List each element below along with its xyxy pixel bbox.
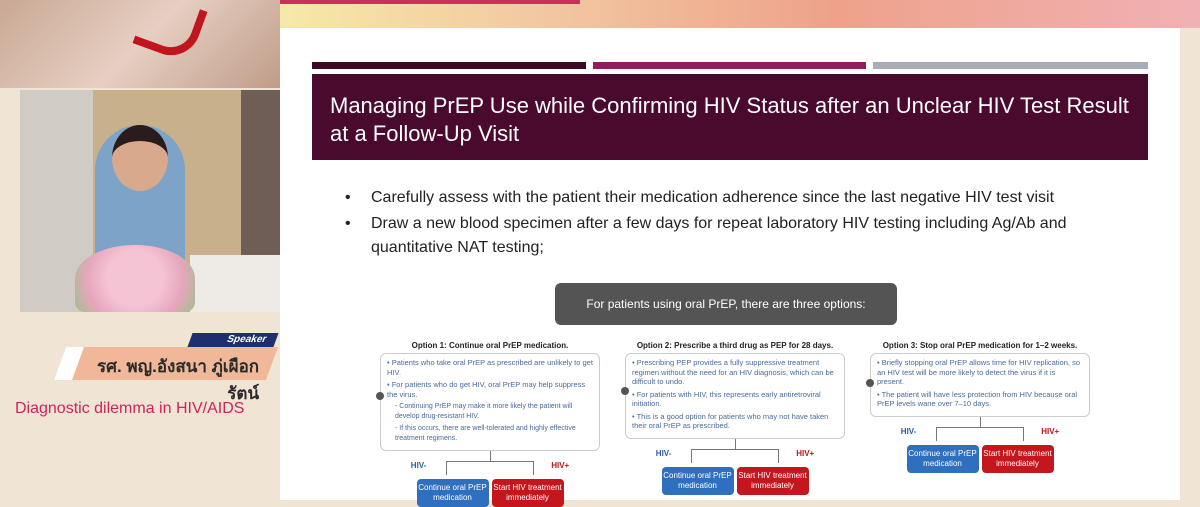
option-title: Option 1: Continue oral PrEP medication. xyxy=(411,341,569,350)
podium xyxy=(190,255,280,312)
speaker-name: รศ. พญ.อังสนา ภู่เผือกรัตน์ xyxy=(97,357,260,403)
hiv-negative-label: HIV- xyxy=(655,448,672,458)
slide-title: Managing PrEP Use while Confirming HIV S… xyxy=(312,74,1148,160)
option-point: • Briefly stopping oral PrEP allows time… xyxy=(877,358,1080,386)
option-point: • This is a good option for patients who… xyxy=(632,411,829,431)
option-card: • Briefly stopping oral PrEP allows time… xyxy=(866,353,1090,417)
hiv-positive-label: HIV+ xyxy=(551,461,570,470)
option-point: • Prescribing PEP provides a fully suppr… xyxy=(632,358,834,386)
option-title: Option 3: Stop oral PrEP medication for … xyxy=(882,341,1078,350)
hiv-negative-label: HIV- xyxy=(410,461,427,470)
option-subpoint: - Continuing PrEP may make it more likel… xyxy=(395,403,573,420)
option-2: Option 2: Prescribe a third drug as PEP … xyxy=(621,341,845,495)
speaker-head xyxy=(112,125,168,191)
option-card: • Patients who take oral PrEP as prescri… xyxy=(376,353,600,451)
speaker-tag: Speaker xyxy=(187,333,279,347)
option-card: • Prescribing PEP provides a fully suppr… xyxy=(621,353,845,439)
hiv-positive-label: HIV+ xyxy=(1041,426,1060,436)
option-point: • Patients who take oral PrEP as prescri… xyxy=(387,358,593,377)
option-3: Option 3: Stop oral PrEP medication for … xyxy=(866,341,1090,473)
continue-prep-box: Continue oral PrEP medication xyxy=(906,444,979,473)
color-bar-gray xyxy=(873,62,1148,69)
bullet-item: Carefully assess with the patient their … xyxy=(345,186,1145,210)
flowers xyxy=(75,245,195,312)
option-point: • For patients with HIV, this represents… xyxy=(632,389,821,409)
color-bar-dark xyxy=(312,62,586,69)
option-point: • For patients who do get HIV, oral PrEP… xyxy=(387,380,586,399)
options-intro: For patients using oral PrEP, there are … xyxy=(555,283,897,325)
background-banner xyxy=(280,0,1200,28)
start-treatment-box: Start HIV treatment immediately xyxy=(736,466,809,495)
bullet-item: Draw a new blood specimen after a few da… xyxy=(345,212,1145,260)
hiv-negative-label: HIV- xyxy=(900,426,917,436)
option-point: • The patient will have less protection … xyxy=(877,389,1078,409)
option-title: Option 2: Prescribe a third drug as PEP … xyxy=(636,341,834,350)
talk-topic: Diagnostic dilemma in HIV/AIDS xyxy=(15,400,245,417)
hiv-positive-label: HIV+ xyxy=(796,448,815,458)
continue-prep-box: Continue oral PrEP medication xyxy=(661,466,734,495)
continue-prep-box: Continue oral PrEP medication xyxy=(416,479,489,507)
bullet-list: Carefully assess with the patient their … xyxy=(345,186,1145,262)
hands-ribbon-image xyxy=(0,0,280,88)
start-treatment-box: Start HIV treatment immediately xyxy=(981,444,1054,473)
option-1: Option 1: Continue oral PrEP medication.… xyxy=(376,341,600,507)
option-subpoint: - If this occurs, there are well-tolerat… xyxy=(395,425,576,442)
speaker-name-banner: รศ. พญ.อังสนา ภู่เผือกรัตน์ xyxy=(53,347,279,403)
color-bar-magenta xyxy=(593,62,866,69)
start-treatment-box: Start HIV treatment immediately xyxy=(491,479,564,507)
